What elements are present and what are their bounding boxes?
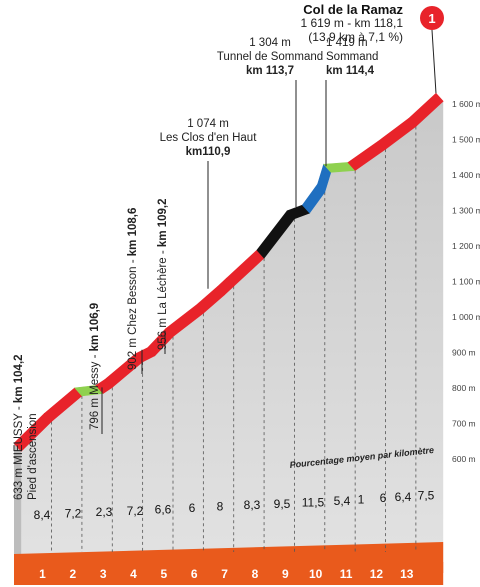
km-label: 1 [39,567,46,581]
km-label: 13 [400,567,414,581]
profile-segment [408,92,444,127]
gradient-label: 7,2 [65,507,82,521]
waypoint-altitude: 1 074 m [187,118,229,130]
y-tick-label: 600 m [452,454,476,464]
profile-line [13,92,444,452]
y-tick-label: 1 400 m [452,170,480,180]
gradient-label: 6,4 [395,490,412,504]
waypoint-note: Pied d'ascension [27,413,39,500]
waypoint-km: km110,9 [186,146,231,158]
waypoint-altitude: 1 304 m [249,37,291,49]
gradient-label: 8 [217,500,224,514]
km-bar [14,562,444,585]
y-tick-label: 1 300 m [452,206,480,216]
km-label: 12 [370,567,384,581]
km-label: 4 [130,567,137,581]
gradient-label: 11,5 [302,495,325,509]
y-tick-label: 1 600 m [452,99,480,109]
waypoint-label: 902 m Chez Besson - km 108,6 [127,208,139,370]
y-tick-label: 1 100 m [452,277,480,287]
summit-length-gradient: (13,9 km à 7,1 %) [308,30,403,44]
gradient-label: 8,3 [244,498,261,512]
km-label: 11 [340,567,353,581]
gradient-label: 7,2 [127,504,144,518]
grid-lines [51,126,417,552]
gradient-label: 6 [189,501,196,515]
summit-badge [420,6,444,30]
y-tick-label: 700 m [452,419,476,429]
gradient-label: 1 [358,493,365,507]
waypoint-label: 956 m La Léchère - km 109,2 [157,198,169,350]
waypoint-name: Les Clos d'en Haut [160,132,258,144]
waypoint-km: km 114,4 [326,65,375,77]
gradient-label: 8,4 [34,508,51,522]
km-label: 3 [100,567,107,581]
waypoint-name: 796 m Messy - km 106,9 [89,303,101,430]
gradient-label: 9,5 [274,497,291,511]
km-label: 7 [221,567,228,581]
km-label: 9 [282,567,289,581]
summit-altitude-km: 1 619 m - km 118,1 [300,16,404,30]
y-tick-label: 1 000 m [452,312,480,322]
summit-name: Col de la Ramaz [303,2,403,17]
summit-badge-number: 1 [428,11,435,26]
gradient-label: 6,6 [155,502,172,516]
gradient-label: 6 [380,491,387,505]
waypoint-name: 633 m MIEUSSY - km 104,2 [13,354,25,500]
waypoint-label: 796 m Messy - km 106,9 [89,303,101,430]
km-label: 6 [191,567,198,581]
y-tick-label: 1 500 m [452,135,480,145]
y-tick-label: 900 m [452,348,476,358]
y-tick-label: 1 200 m [452,241,480,251]
gradient-label: 5,4 [334,494,351,508]
km-label: 2 [69,567,76,581]
y-tick-label: 800 m [452,383,476,393]
gradient-label: 7,5 [418,488,435,502]
summit-leader [431,29,437,94]
profile-side-face [14,443,22,563]
gradient-label: 2,3 [96,505,113,519]
waypoint-name: Tunnel de Sommand [217,51,323,63]
waypoint-name: 902 m Chez Besson - km 108,6 [127,208,139,370]
waypoint-km: km 113,7 [246,65,294,77]
km-label: 10 [309,567,323,581]
km-label: 5 [161,567,168,581]
waypoint-altitude: 1 419 m [326,37,368,49]
waypoint-name: 956 m La Léchère - km 109,2 [157,198,169,350]
profile-wall [14,101,444,563]
waypoint-name: Sommand [326,51,378,63]
km-label: 8 [252,567,259,581]
